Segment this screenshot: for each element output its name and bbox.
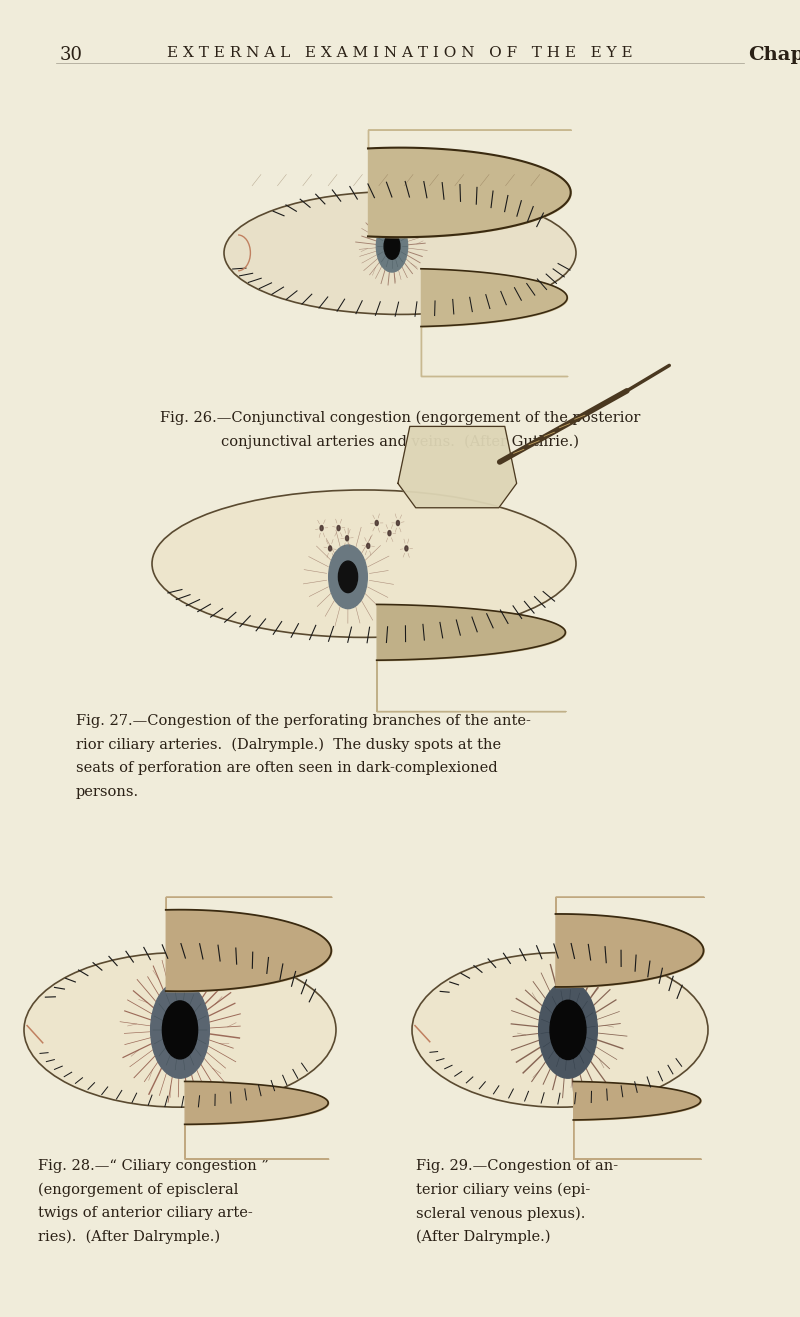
Circle shape — [162, 1001, 198, 1059]
Text: (engorgement of episcleral: (engorgement of episcleral — [38, 1183, 238, 1197]
Text: ries).  (After Dalrymple.): ries). (After Dalrymple.) — [38, 1230, 221, 1245]
Text: persons.: persons. — [76, 785, 139, 799]
Text: Chap.: Chap. — [748, 46, 800, 65]
Circle shape — [538, 981, 598, 1079]
Circle shape — [550, 1001, 586, 1059]
Circle shape — [346, 536, 349, 541]
Circle shape — [329, 545, 332, 551]
Polygon shape — [398, 427, 517, 508]
Text: Fig. 26.—Conjunctival congestion (engorgement of the posterior: Fig. 26.—Conjunctival congestion (engorg… — [160, 411, 640, 425]
Ellipse shape — [24, 952, 336, 1108]
Ellipse shape — [412, 952, 708, 1108]
Circle shape — [375, 520, 378, 525]
Text: terior ciliary veins (epi-: terior ciliary veins (epi- — [416, 1183, 590, 1197]
Text: E X T E R N A L   E X A M I N A T I O N   O F   T H E   E Y E: E X T E R N A L E X A M I N A T I O N O … — [167, 46, 633, 61]
Ellipse shape — [152, 490, 576, 637]
Circle shape — [366, 544, 370, 548]
Text: 30: 30 — [60, 46, 83, 65]
Circle shape — [396, 520, 399, 525]
Circle shape — [329, 545, 367, 608]
Text: Fig. 29.—Congestion of an-: Fig. 29.—Congestion of an- — [416, 1159, 618, 1173]
Text: Fig. 27.—Congestion of the perforating branches of the ante-: Fig. 27.—Congestion of the perforating b… — [76, 714, 531, 728]
Text: twigs of anterior ciliary arte-: twigs of anterior ciliary arte- — [38, 1206, 253, 1221]
Text: conjunctival arteries and veins.  (After Guthrie.): conjunctival arteries and veins. (After … — [221, 435, 579, 449]
Text: Fig. 28.—“ Ciliary congestion ”: Fig. 28.—“ Ciliary congestion ” — [38, 1159, 270, 1173]
Text: rior ciliary arteries.  (Dalrymple.)  The dusky spots at the: rior ciliary arteries. (Dalrymple.) The … — [76, 738, 501, 752]
Circle shape — [376, 220, 408, 273]
Circle shape — [384, 233, 400, 259]
Circle shape — [150, 981, 210, 1079]
Circle shape — [337, 525, 340, 531]
Text: scleral venous plexus).: scleral venous plexus). — [416, 1206, 586, 1221]
Circle shape — [338, 561, 358, 593]
Circle shape — [388, 531, 391, 536]
Text: seats of perforation are often seen in dark-complexioned: seats of perforation are often seen in d… — [76, 761, 498, 776]
Circle shape — [405, 545, 408, 551]
Ellipse shape — [224, 191, 576, 315]
Text: (After Dalrymple.): (After Dalrymple.) — [416, 1230, 550, 1245]
Circle shape — [320, 525, 323, 531]
